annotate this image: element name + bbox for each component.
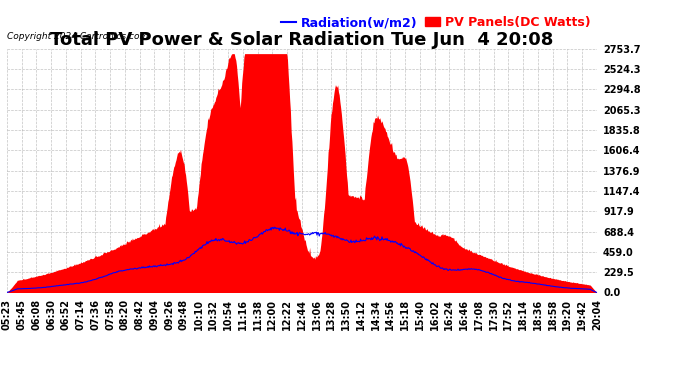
Title: Total PV Power & Solar Radiation Tue Jun  4 20:08: Total PV Power & Solar Radiation Tue Jun… [50,31,553,49]
Legend: Radiation(w/m2), PV Panels(DC Watts): Radiation(w/m2), PV Panels(DC Watts) [281,16,591,29]
Text: Copyright 2024 Cartronics.com: Copyright 2024 Cartronics.com [7,32,148,41]
